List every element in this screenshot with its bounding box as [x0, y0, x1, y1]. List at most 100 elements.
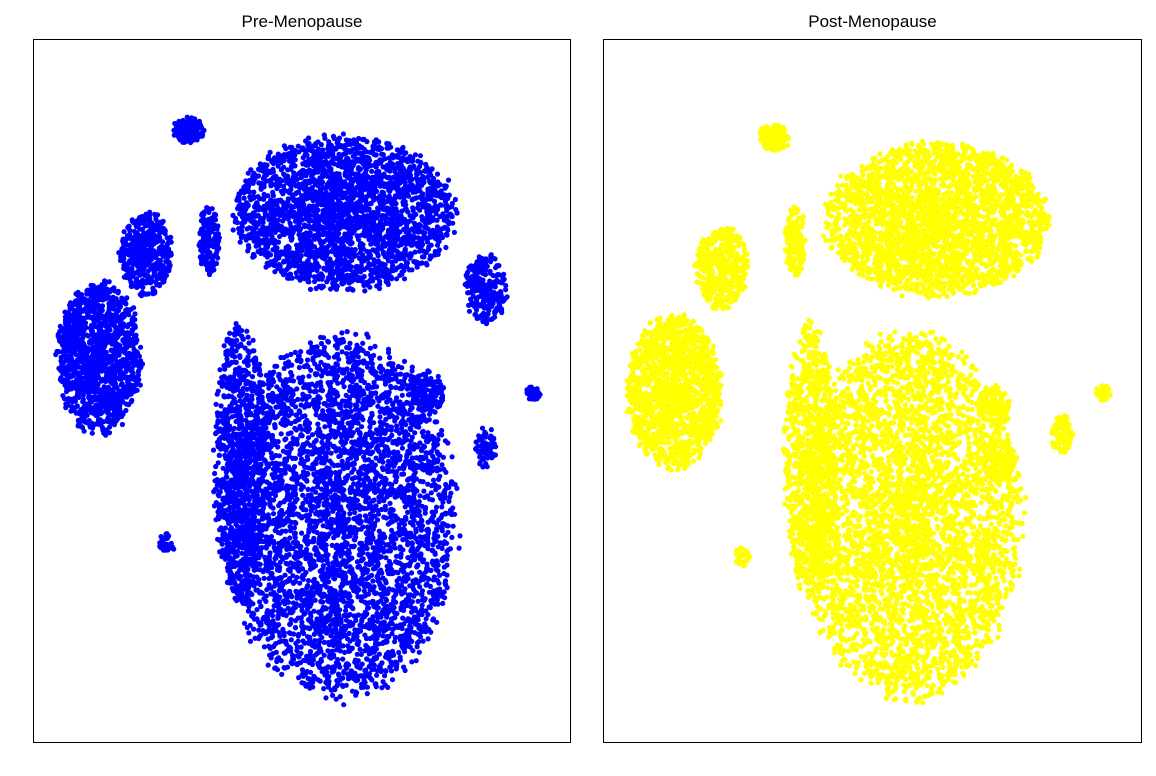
scatter-point: [318, 176, 324, 182]
scatter-point: [401, 256, 407, 262]
scatter-point: [414, 264, 420, 270]
scatter-point: [360, 219, 366, 225]
scatter-point: [295, 396, 301, 402]
scatter-point: [376, 651, 382, 657]
scatter-point: [309, 267, 315, 273]
scatter-point: [364, 248, 370, 254]
scatter-point: [351, 160, 357, 167]
scatter-point: [394, 181, 400, 188]
scatter-point: [416, 227, 422, 233]
scatter-point: [302, 159, 308, 165]
scatter-point: [299, 680, 305, 686]
scatter-point: [242, 233, 248, 240]
scatter-point: [264, 238, 270, 244]
scatter-point: [445, 177, 452, 183]
scatter-point: [326, 259, 332, 265]
scatter-point: [400, 199, 406, 205]
scatter-point: [236, 192, 242, 198]
scatter-point: [298, 241, 304, 247]
scatter-point: [419, 523, 425, 529]
scatter-point: [425, 636, 431, 642]
scatter-point: [389, 182, 395, 188]
scatter-point: [413, 658, 419, 664]
scatter-point: [407, 186, 413, 192]
scatter-point: [386, 187, 392, 193]
scatter-point: [349, 240, 355, 246]
scatter-point: [364, 265, 370, 271]
scatter-point: [405, 542, 411, 548]
scatter-point: [236, 230, 242, 236]
scatter-point: [432, 419, 438, 425]
scatter-point: [332, 285, 338, 291]
scatter-point: [278, 251, 284, 257]
scatter-point: [404, 222, 410, 228]
scatter-point: [399, 392, 405, 398]
scatter-point: [442, 185, 448, 191]
scatter-point: [415, 563, 421, 569]
scatter-point: [330, 211, 336, 217]
scatter-point: [280, 191, 286, 197]
scatter-point: [334, 267, 340, 273]
scatter-point: [371, 238, 377, 244]
scatter-point: [246, 630, 252, 636]
scatter-point: [241, 207, 247, 213]
scatter-point: [281, 215, 287, 221]
scatter-point: [402, 150, 408, 157]
scatter-point: [375, 270, 381, 276]
scatter-point: [435, 238, 441, 244]
scatter-point: [290, 225, 296, 231]
scatter-point: [333, 251, 339, 257]
scatter-point: [400, 190, 406, 196]
scatter-point: [297, 214, 303, 221]
scatter-point: [309, 253, 315, 259]
scatter-point: [301, 231, 307, 238]
scatter-point: [420, 180, 426, 186]
scatter-point: [421, 597, 427, 604]
scatter-point: [377, 414, 383, 420]
scatter-point: [370, 578, 376, 584]
scatter-point: [230, 227, 236, 233]
scatter-point: [439, 504, 445, 510]
scatter-point: [327, 203, 333, 209]
scatter-point: [379, 204, 385, 210]
scatter-point: [341, 212, 347, 218]
scatter-point: [407, 218, 413, 224]
scatter-point: [256, 180, 262, 186]
scatter-point: [375, 253, 381, 259]
scatter-point: [293, 270, 299, 276]
scatter-point: [267, 149, 273, 155]
scatter-point: [361, 684, 367, 690]
scatter-point: [417, 248, 423, 254]
scatter-point: [246, 212, 252, 218]
scatter-point: [376, 223, 382, 229]
scatter-point: [251, 238, 257, 244]
scatter-point: [328, 238, 334, 244]
scatter-point: [260, 175, 266, 181]
scatter-point: [454, 210, 460, 216]
scatter-point: [281, 143, 287, 149]
scatter-point: [394, 223, 400, 230]
scatter-point: [291, 170, 297, 176]
scatter-point: [347, 203, 353, 209]
scatter-point: [430, 548, 436, 554]
scatter-point: [430, 233, 436, 239]
scatter-point: [409, 368, 415, 374]
scatter-point: [409, 242, 415, 248]
scatter-point: [302, 244, 308, 250]
scatter-point: [422, 230, 428, 236]
scatter-point: [351, 137, 357, 143]
scatter-point: [399, 445, 405, 451]
scatter-point: [399, 146, 405, 152]
scatter-point: [427, 180, 433, 186]
scatter-point: [285, 275, 291, 281]
scatter-point: [446, 221, 452, 227]
scatter-point: [409, 226, 415, 232]
scatter-point: [309, 186, 315, 192]
scatter-point: [355, 276, 361, 282]
scatter-point: [398, 215, 404, 221]
scatter-point: [319, 283, 325, 289]
scatter-point: [394, 171, 400, 177]
scatter-point: [316, 151, 322, 157]
scatter-point: [230, 212, 236, 218]
scatter-point: [302, 261, 309, 267]
